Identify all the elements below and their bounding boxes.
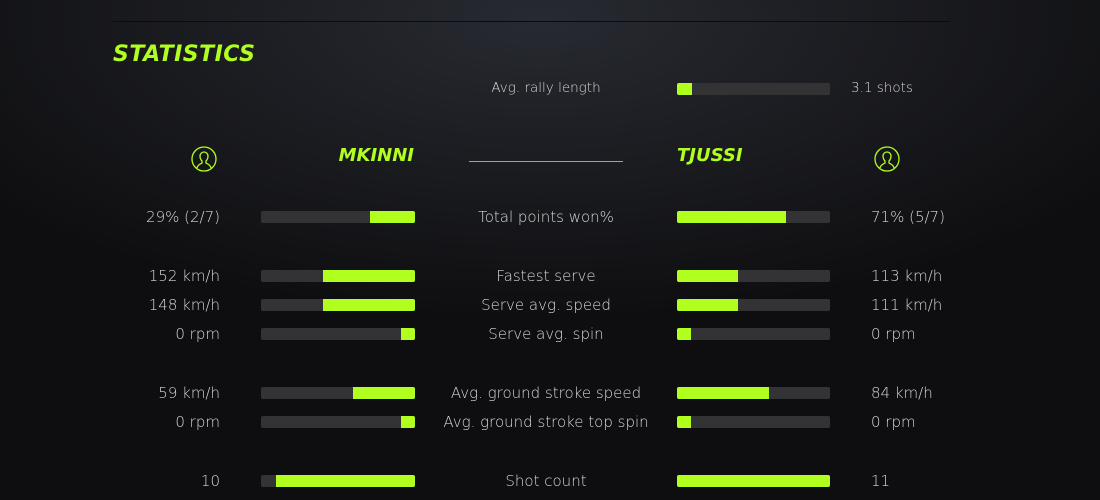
top-divider [113,21,950,22]
stat-row: 10 Shot count 11 [0,472,1100,492]
stat-right-bar [677,387,830,399]
stat-left-value: 0 rpm [175,413,220,431]
stat-left-bar [261,328,415,340]
stat-label: Total points won% [478,208,614,226]
stat-right-bar [677,475,830,487]
stat-left-value: 10 [200,472,220,490]
stat-right-bar [677,416,830,428]
stat-left-bar [261,475,415,487]
stat-label: Avg. ground stroke speed [450,384,642,402]
stat-left-value: 29% (2/7) [146,208,220,226]
stat-right-bar-fill [677,211,786,223]
stat-right-value: 11 [871,472,891,490]
stat-row: 0 rpm Avg. ground stroke top spin 0 rpm [0,413,1100,433]
stat-left-bar-fill [322,299,415,311]
stat-label: Shot count [505,472,587,490]
stat-right-bar-fill [677,299,739,311]
stat-label: Fastest serve [496,267,596,285]
stat-left-value: 0 rpm [175,325,220,343]
stat-label: Avg. ground stroke top spin [443,413,649,431]
stat-right-bar [677,270,830,282]
stat-left-value: 152 km/h [148,267,220,285]
stat-right-value: 113 km/h [871,267,943,285]
stat-left-bar-fill [401,416,415,428]
stat-label: Serve avg. speed [481,296,611,314]
user-avatar-icon [191,146,217,172]
stat-left-bar-fill [276,475,415,487]
rally-bar-fill [677,83,693,95]
stat-row: 29% (2/7) Total points won% 71% (5/7) [0,208,1100,228]
stat-label: Serve avg. spin [488,325,604,343]
stat-right-bar-fill [677,416,691,428]
stat-left-value: 59 km/h [158,384,220,402]
stat-right-bar-fill [677,387,769,399]
stat-right-value: 84 km/h [871,384,933,402]
stat-right-value: 0 rpm [871,325,916,343]
stat-row: 152 km/h Fastest serve 113 km/h [0,267,1100,287]
rally-bar [677,83,830,95]
stat-left-bar-fill [353,387,415,399]
stat-left-value: 148 km/h [148,296,220,314]
stat-right-bar [677,299,830,311]
stat-row: 148 km/h Serve avg. speed 111 km/h [0,296,1100,316]
stat-left-bar [261,416,415,428]
stat-right-bar-fill [677,270,739,282]
stat-row: 0 rpm Serve avg. spin 0 rpm [0,325,1100,345]
stat-left-bar-fill [401,328,415,340]
rally-label: Avg. rally length [491,80,601,96]
stat-right-bar [677,328,830,340]
stat-right-value: 71% (5/7) [871,208,945,226]
user-avatar-icon [874,146,900,172]
page-title: STATISTICS [113,42,256,67]
stat-left-bar [261,270,415,282]
player-right-name: TJUSSI [677,145,743,166]
players-divider [469,161,623,162]
player-left-name: MKINNI [338,145,414,166]
rally-value: 3.1 shots [851,80,913,96]
stat-right-bar [677,211,830,223]
stat-right-value: 111 km/h [871,296,943,314]
rally-row: Avg. rally length 3.1 shots [0,80,1100,100]
stat-left-bar [261,211,415,223]
stat-left-bar [261,387,415,399]
stat-right-bar-fill [677,475,830,487]
stat-row: 59 km/h Avg. ground stroke speed 84 km/h [0,384,1100,404]
stat-right-bar-fill [677,328,691,340]
stat-left-bar-fill [370,211,415,223]
stat-left-bar [261,299,415,311]
stat-right-value: 0 rpm [871,413,916,431]
stat-left-bar-fill [322,270,415,282]
